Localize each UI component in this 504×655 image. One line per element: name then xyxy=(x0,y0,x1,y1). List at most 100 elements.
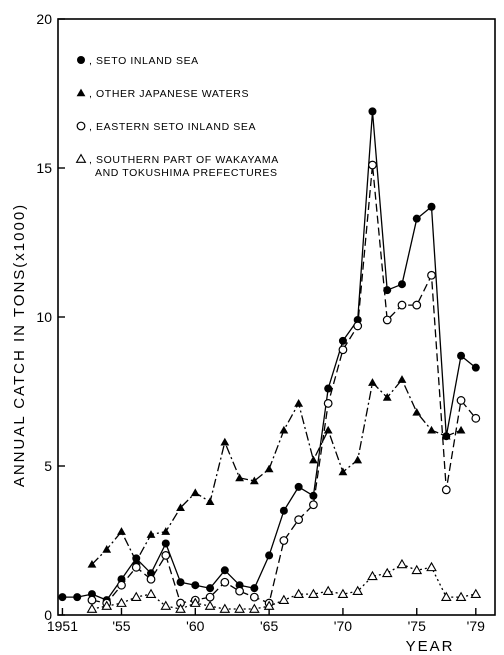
data-point xyxy=(397,280,406,289)
data-point xyxy=(234,603,245,613)
data-point xyxy=(146,574,156,584)
data-point xyxy=(294,482,303,491)
legend-entry: , OTHER JAPANESE WATERS xyxy=(76,88,248,100)
data-point xyxy=(219,603,231,613)
y-axis-title: ANNUAL CATCH IN TONS(x1000) xyxy=(11,203,28,487)
series-open-triangle xyxy=(86,558,482,613)
data-point xyxy=(427,425,436,434)
data-point xyxy=(427,202,436,211)
data-point xyxy=(279,506,288,515)
x-axis-ticks: 1951 '55 '60 '65 '70 '75 '79 xyxy=(47,608,485,634)
data-point xyxy=(338,467,348,476)
data-point xyxy=(235,581,244,590)
data-point xyxy=(412,214,421,223)
data-point xyxy=(116,597,127,607)
data-point xyxy=(309,491,318,500)
data-point xyxy=(427,270,436,280)
data-point xyxy=(204,600,216,610)
data-point xyxy=(471,363,480,372)
data-point xyxy=(278,594,290,604)
x-tick-label: '60 xyxy=(186,618,204,634)
series-filled-triangle xyxy=(87,375,466,568)
series-line-open-circle xyxy=(91,164,477,604)
data-point xyxy=(161,539,170,548)
data-point xyxy=(161,551,171,560)
y-tick-label: 10 xyxy=(36,309,52,325)
data-point xyxy=(308,588,319,598)
legend-marker-filled-circle xyxy=(77,56,85,64)
data-point xyxy=(175,603,186,613)
x-tick-label: '75 xyxy=(408,618,426,634)
legend-entry: , SETO INLAND SEA xyxy=(77,55,199,67)
data-point xyxy=(323,425,333,434)
data-point xyxy=(190,488,200,497)
legend-label: , SETO INLAND SEA xyxy=(89,55,199,67)
data-point xyxy=(235,473,244,482)
data-point xyxy=(160,600,172,610)
data-point xyxy=(457,351,466,360)
data-point xyxy=(337,588,349,598)
data-point xyxy=(382,393,392,401)
data-point xyxy=(220,577,230,587)
data-point xyxy=(146,530,156,538)
data-point xyxy=(441,485,451,495)
data-point xyxy=(470,588,482,598)
x-tick-label: '79 xyxy=(467,618,485,634)
legend-marker-filled-triangle xyxy=(76,88,86,97)
data-point xyxy=(279,425,289,434)
series-layer xyxy=(58,107,482,613)
x-tick-label: '65 xyxy=(260,618,278,634)
data-point xyxy=(353,321,363,331)
data-point xyxy=(382,315,392,325)
y-tick-label: 5 xyxy=(44,458,52,474)
data-point xyxy=(441,431,451,440)
data-point xyxy=(220,566,229,575)
y-tick-label: 0 xyxy=(44,607,52,623)
data-point xyxy=(235,586,244,596)
plot-frame xyxy=(57,18,496,616)
data-point xyxy=(189,597,201,607)
data-point xyxy=(381,567,393,578)
data-point xyxy=(87,595,97,605)
x-tick-label: 1951 xyxy=(47,618,78,634)
data-point xyxy=(338,336,347,345)
y-axis-ticks: 0 5 10 15 20 xyxy=(36,11,65,623)
data-point xyxy=(265,551,274,560)
data-point xyxy=(176,503,185,512)
data-point xyxy=(131,556,141,565)
data-point xyxy=(309,455,318,464)
data-point xyxy=(161,527,171,535)
data-point xyxy=(440,591,452,601)
x-tick-label: '55 xyxy=(112,618,130,634)
legend-label: AND TOKUSHIMA PREFECTURES xyxy=(95,167,278,179)
data-point xyxy=(73,593,82,602)
data-point xyxy=(426,561,437,572)
data-point xyxy=(412,407,422,416)
data-point xyxy=(396,558,408,569)
series-open-circle xyxy=(87,160,481,608)
data-point xyxy=(368,378,377,386)
data-point xyxy=(367,570,378,581)
data-point xyxy=(249,592,259,602)
data-point xyxy=(117,575,126,584)
data-point xyxy=(368,160,377,170)
data-point xyxy=(87,559,97,568)
data-point xyxy=(130,591,142,601)
data-point xyxy=(322,585,334,596)
data-point xyxy=(249,476,259,485)
data-point xyxy=(264,464,274,473)
series-filled-circle xyxy=(58,107,480,605)
data-point xyxy=(117,527,126,535)
x-axis-title: YEAR xyxy=(406,638,455,655)
data-point xyxy=(191,581,200,590)
data-point xyxy=(352,585,364,596)
data-point xyxy=(397,300,407,310)
legend: , SETO INLAND SEA , OTHER JAPANESE WATERS… xyxy=(75,55,278,179)
legend-marker-open-triangle xyxy=(75,153,87,163)
y-tick-label: 15 xyxy=(36,160,52,176)
data-point xyxy=(294,399,304,407)
data-point xyxy=(220,437,230,446)
data-point xyxy=(368,107,377,116)
data-point xyxy=(324,384,333,393)
